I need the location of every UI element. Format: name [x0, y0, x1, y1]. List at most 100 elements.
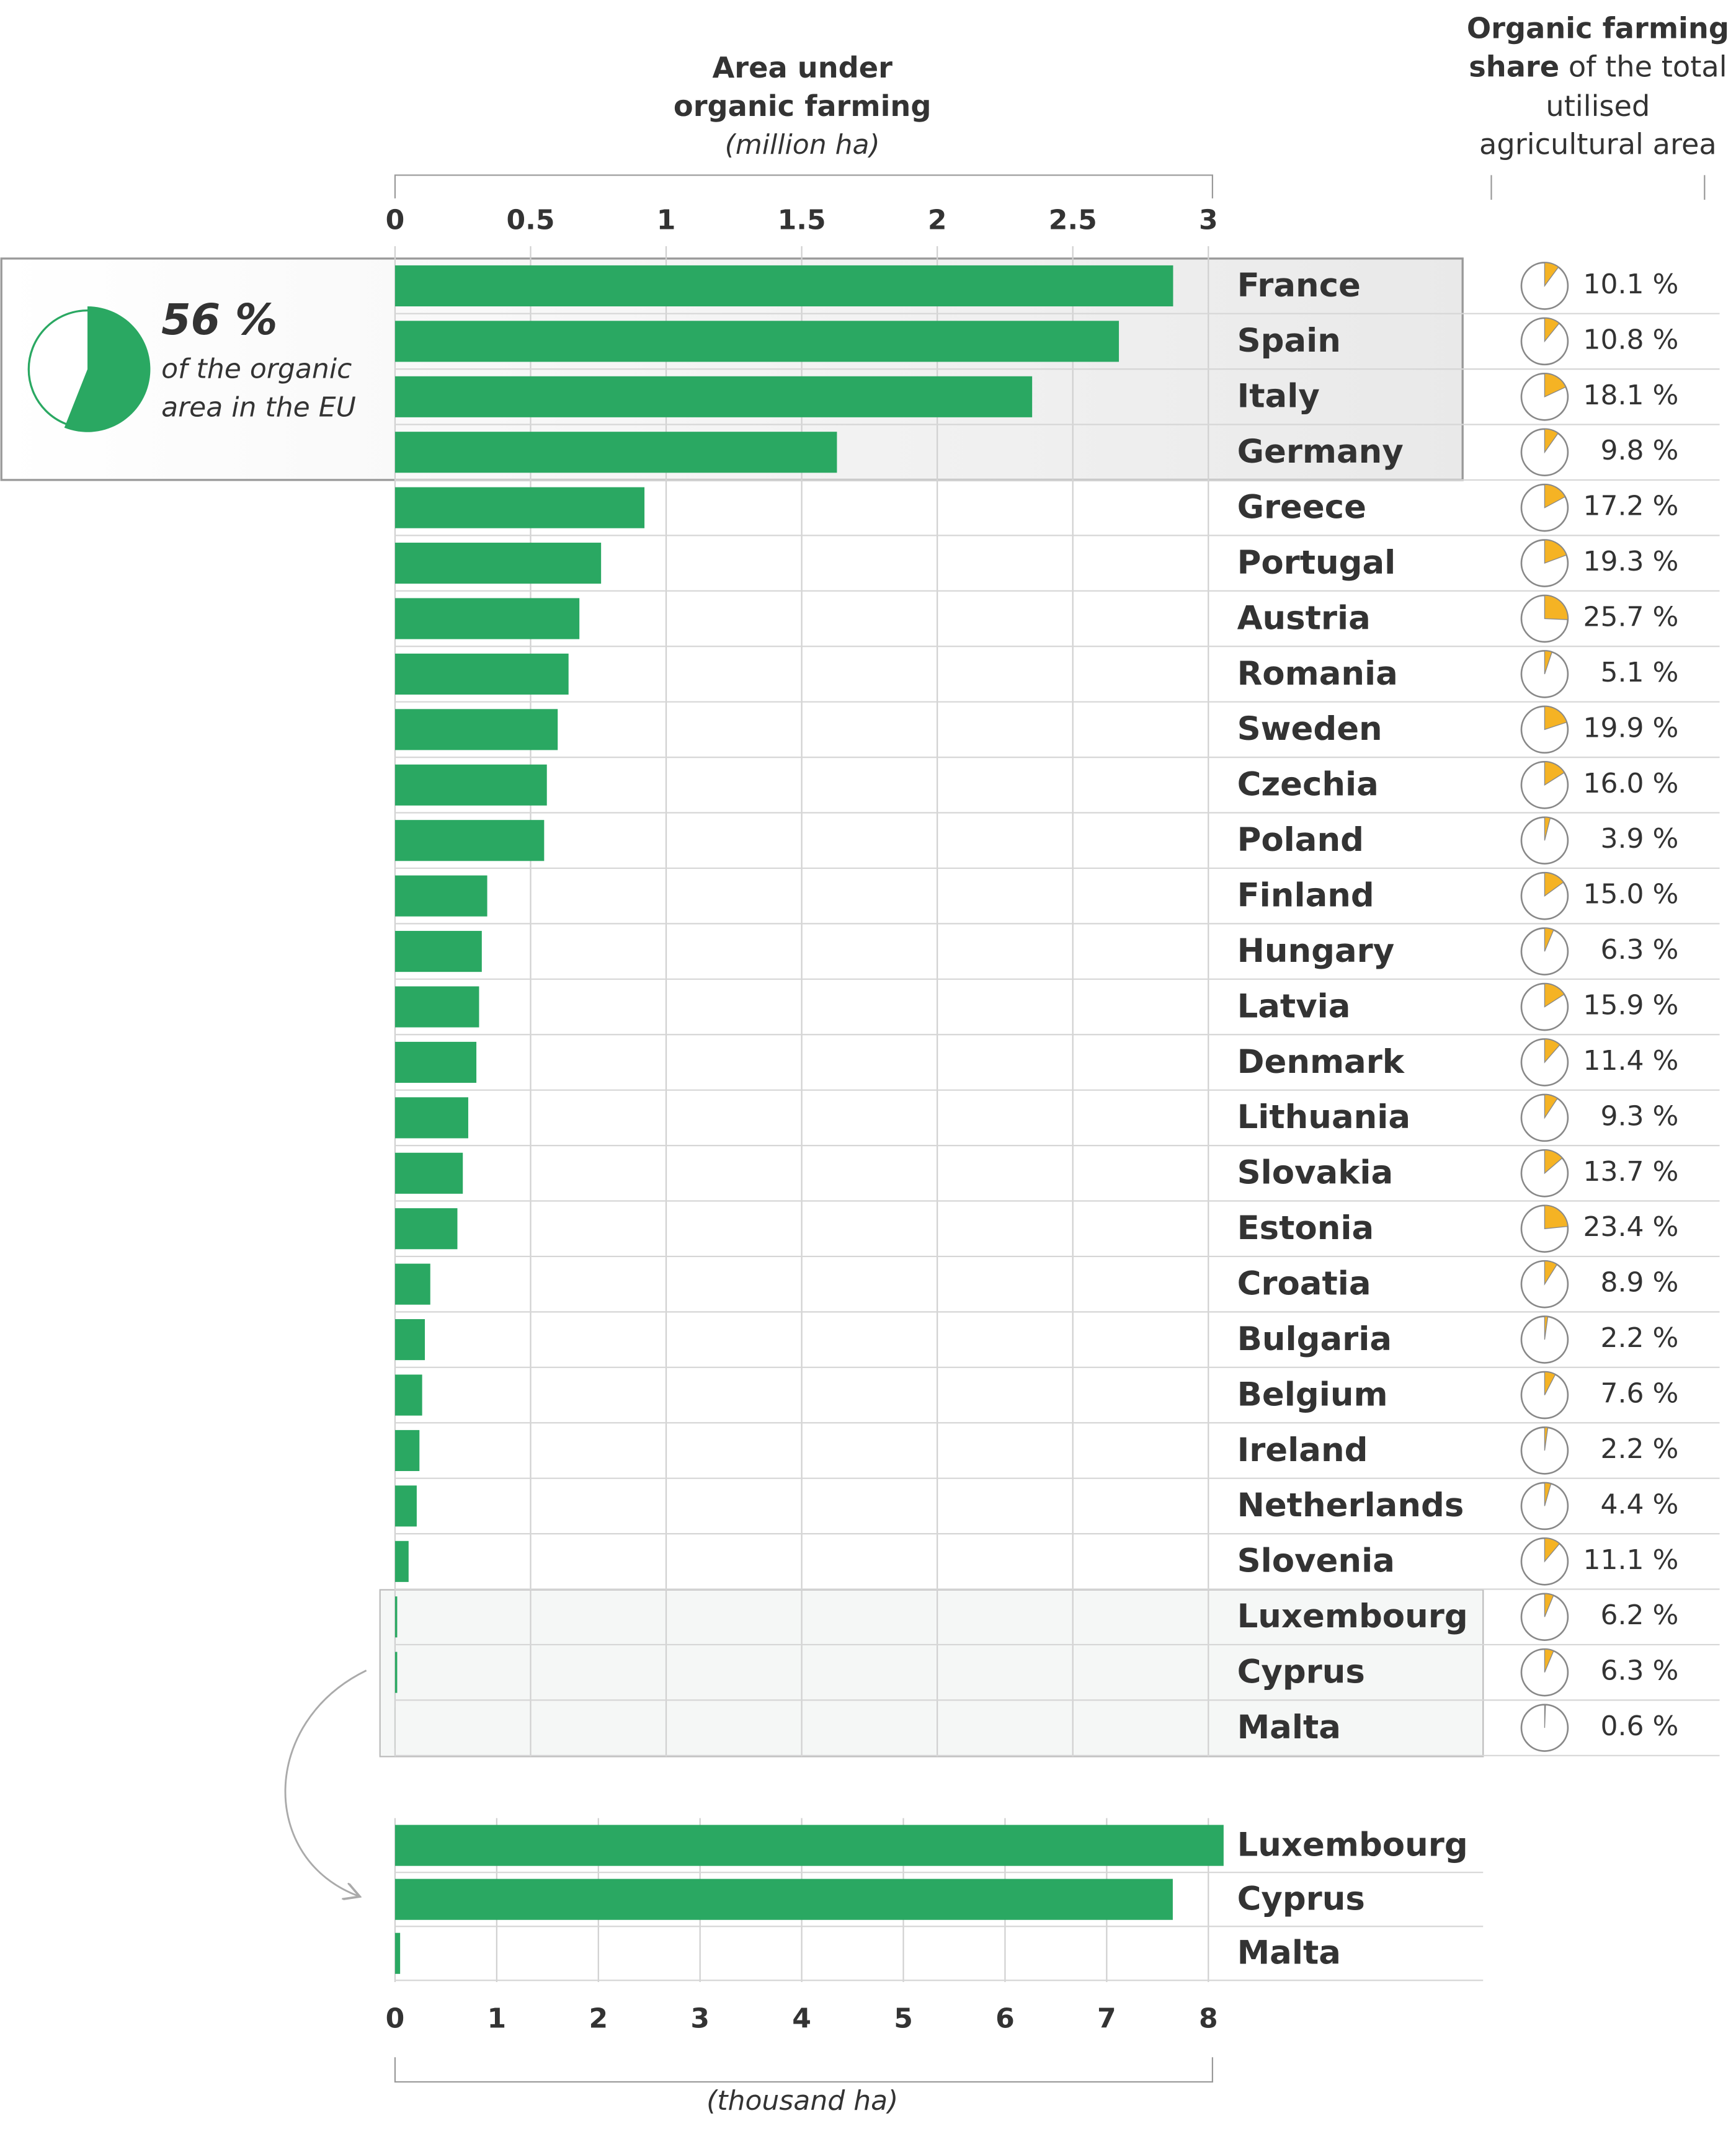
category-label: Hungary [1237, 932, 1395, 970]
value-label: 23.4 % [1583, 1211, 1678, 1243]
pie-slice [1544, 1482, 1552, 1506]
value-label: 6.3 % [1600, 1655, 1678, 1687]
chart-title: share of the total [1469, 50, 1727, 83]
bar [394, 598, 580, 639]
category-label: Malta [1237, 1709, 1341, 1746]
chart-title: organic farming [674, 89, 932, 123]
pie-slice [1544, 373, 1567, 398]
chart-title: share [1469, 50, 1559, 83]
pie-slice [1544, 539, 1567, 564]
chart-title: utilised [1546, 89, 1650, 123]
bar [394, 931, 482, 972]
x-tick-label: 0.5 [506, 204, 554, 236]
category-label: Romania [1237, 655, 1398, 693]
category-label: Cyprus [1237, 1653, 1365, 1691]
value-label: 2.2 % [1600, 1322, 1678, 1354]
pie-slice [1544, 1371, 1556, 1395]
x-tick-label: 5 [894, 2003, 913, 2035]
bar [394, 1374, 422, 1416]
category-label: Luxembourg [1237, 1826, 1468, 1864]
pie-slice [1544, 1593, 1554, 1617]
category-label: Spain [1237, 322, 1341, 360]
value-label: 6.3 % [1600, 934, 1678, 966]
bar [394, 1041, 477, 1083]
category-label: Malta [1237, 1934, 1341, 1972]
value-label: 8.9 % [1600, 1267, 1678, 1299]
pie-slice [1544, 927, 1554, 952]
highlight-box [379, 1589, 1484, 1758]
value-label: 6.2 % [1600, 1599, 1678, 1631]
bar [394, 820, 545, 861]
category-label: Netherlands [1237, 1487, 1464, 1524]
pie-slice [1544, 1648, 1554, 1673]
bar [394, 265, 1173, 307]
x-tick-label: 1.5 [778, 204, 826, 236]
x-tick-label: 3 [1199, 204, 1218, 236]
pie-slice [1544, 761, 1565, 786]
pie-slice [1544, 1537, 1560, 1563]
value-label: 17.2 % [1583, 491, 1678, 522]
value-label: 15.0 % [1583, 879, 1678, 910]
value-label: 5.1 % [1600, 657, 1678, 688]
bar [394, 1263, 430, 1305]
value-label: 15.9 % [1583, 990, 1678, 1021]
bar [394, 432, 837, 473]
chart-subtitle: (million ha) [725, 129, 880, 161]
category-label: Austria [1237, 599, 1371, 637]
pie-slice [1544, 595, 1569, 620]
value-label: 25.7 % [1583, 602, 1678, 633]
x-tick-label: 1 [657, 204, 676, 236]
value-label: 7.6 % [1600, 1378, 1678, 1410]
category-label: Latvia [1237, 987, 1351, 1025]
chart-title: Area under [712, 51, 892, 84]
annotation-value: 56 % [161, 296, 277, 345]
category-label: Croatia [1237, 1265, 1371, 1303]
value-label: 18.1 % [1583, 380, 1678, 411]
value-label: 9.3 % [1600, 1100, 1678, 1132]
bar [394, 764, 547, 806]
bar [394, 1485, 417, 1527]
x-tick-label: 1 [487, 2003, 507, 2035]
value-label: 19.3 % [1583, 546, 1678, 577]
value-label: 11.4 % [1583, 1045, 1678, 1077]
bar [394, 709, 558, 750]
pie-slice [1544, 706, 1567, 731]
x-tick-label: 8 [1199, 2003, 1218, 2035]
value-label: 10.1 % [1583, 269, 1678, 300]
bar [394, 1319, 425, 1361]
category-label: Ireland [1237, 1431, 1368, 1469]
pie-slice [1544, 1205, 1569, 1229]
category-label: France [1237, 267, 1361, 305]
bar [394, 1429, 420, 1472]
bracket [394, 174, 1213, 198]
pie-slice [1544, 262, 1559, 287]
category-label: Finland [1237, 877, 1374, 915]
pie-slice [1544, 872, 1564, 897]
x-tick-label: 2.5 [1049, 204, 1097, 236]
category-label: Bulgaria [1237, 1320, 1392, 1358]
category-label: Denmark [1237, 1043, 1405, 1081]
x-tick-label: 2 [928, 204, 947, 236]
chart-title: of the total [1569, 50, 1727, 83]
value-label: 2.2 % [1600, 1433, 1678, 1465]
bar [394, 1097, 468, 1139]
pie-slice [1544, 1149, 1563, 1175]
chart-title: Organic farming [1467, 11, 1729, 45]
x-tick-label: 6 [995, 2003, 1015, 2035]
category-label: Luxembourg [1237, 1598, 1468, 1635]
pie-slice [1544, 1315, 1549, 1340]
x-tick-label: 0 [386, 2003, 405, 2035]
category-label: Poland [1237, 821, 1364, 859]
x-tick-label: 4 [792, 2003, 811, 2035]
x-tick-label: 2 [589, 2003, 608, 2035]
bar [394, 1652, 398, 1693]
category-label: Italy [1237, 378, 1320, 416]
x-tick-label: 3 [690, 2003, 710, 2035]
x-tick-label: 0 [386, 204, 405, 236]
bar [394, 1596, 398, 1638]
category-label: Cyprus [1237, 1880, 1365, 1918]
category-label: Portugal [1237, 544, 1396, 582]
bar [394, 376, 1033, 417]
bar [394, 875, 487, 917]
